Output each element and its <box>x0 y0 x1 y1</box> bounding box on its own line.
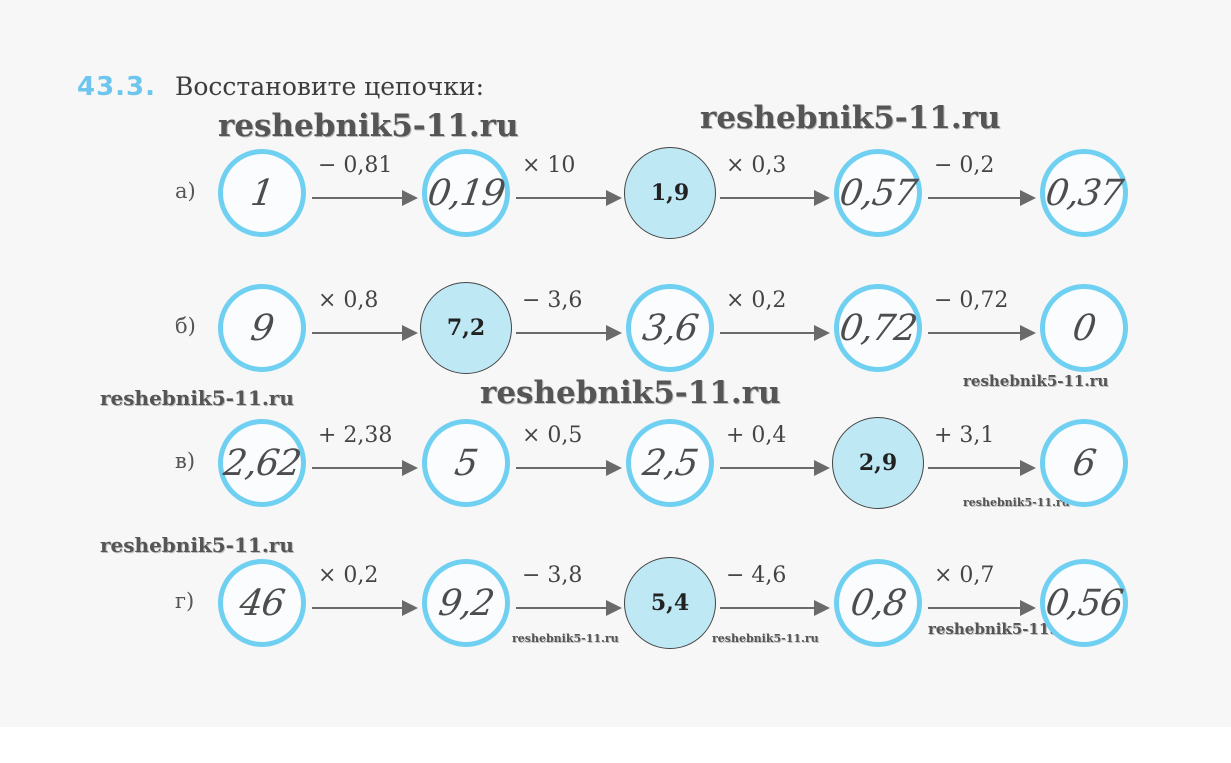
answer-circle: 9 <box>218 284 306 372</box>
given-value: 1,9 <box>650 180 690 206</box>
answer-circle: 46 <box>218 559 306 647</box>
chain-arrow <box>928 325 1036 341</box>
chain-label: г) <box>175 589 195 613</box>
answer-circle: 0,56 <box>1040 559 1128 647</box>
handwritten-answer: 0,72 <box>837 307 919 349</box>
chain-arrow <box>312 460 418 476</box>
chain-arrow <box>720 190 830 206</box>
chain-label: в) <box>175 449 196 473</box>
given-value-circle: 2,9 <box>832 417 924 509</box>
chain-arrow <box>720 325 830 341</box>
handwritten-answer: 3,6 <box>639 307 701 349</box>
watermark: reshebnik5-11.ru <box>100 533 294 557</box>
chain-arrow <box>312 190 418 206</box>
handwritten-answer: 6 <box>1070 442 1098 484</box>
operation-label: × 10 <box>522 153 576 178</box>
chain-label: б) <box>175 314 196 338</box>
chain-arrow <box>516 460 622 476</box>
watermark: reshebnik5-11.ru <box>512 632 619 645</box>
chain-arrow <box>516 190 622 206</box>
handwritten-answer: 9 <box>248 307 276 349</box>
handwritten-answer: 2,62 <box>221 442 303 484</box>
operation-label: × 0,3 <box>726 153 787 178</box>
chain-label: а) <box>175 179 196 203</box>
watermark: reshebnik5-11.ru <box>928 620 1074 638</box>
answer-circle: 3,6 <box>626 284 714 372</box>
chain-arrow <box>928 460 1036 476</box>
handwritten-answer: 46 <box>237 582 287 624</box>
answer-circle: 0,57 <box>834 149 922 237</box>
answer-circle: 5 <box>422 419 510 507</box>
chain-arrow <box>720 600 830 616</box>
given-value-circle: 7,2 <box>420 282 512 374</box>
given-value-circle: 1,9 <box>624 147 716 239</box>
operation-label: − 4,6 <box>726 563 787 588</box>
watermark: reshebnik5-11.ru <box>963 496 1070 509</box>
handwritten-answer: 0,19 <box>425 172 507 214</box>
watermark: reshebnik5-11.ru <box>963 372 1109 390</box>
operation-label: × 0,2 <box>726 288 787 313</box>
operation-label: × 0,7 <box>934 563 995 588</box>
chain-arrow <box>928 600 1036 616</box>
answer-circle: 0,37 <box>1040 149 1128 237</box>
handwritten-answer: 0,57 <box>837 172 919 214</box>
handwritten-answer: 0,8 <box>847 582 909 624</box>
answer-circle: 0,72 <box>834 284 922 372</box>
operation-label: × 0,8 <box>318 288 379 313</box>
operation-label: × 0,5 <box>522 423 583 448</box>
watermark: reshebnik5-11.ru <box>480 375 781 411</box>
chain-arrow <box>928 190 1036 206</box>
chain-arrow <box>516 600 622 616</box>
operation-label: − 3,8 <box>522 563 583 588</box>
task-title: Восстановите цепочки: <box>175 72 485 101</box>
watermark: reshebnik5-11.ru <box>100 386 294 410</box>
answer-circle: 6 <box>1040 419 1128 507</box>
chain-arrow <box>516 325 622 341</box>
handwritten-answer: 0,56 <box>1043 582 1125 624</box>
operation-label: − 0,81 <box>318 153 393 178</box>
operation-label: − 0,2 <box>934 153 995 178</box>
operation-label: + 2,38 <box>318 423 393 448</box>
answer-circle: 2,62 <box>218 419 306 507</box>
given-value: 2,9 <box>858 450 898 476</box>
operation-label: − 3,6 <box>522 288 583 313</box>
page-bottom-band <box>0 727 1231 763</box>
operation-label: × 0,2 <box>318 563 379 588</box>
watermark: reshebnik5-11.ru <box>712 632 819 645</box>
handwritten-answer: 5 <box>452 442 480 484</box>
operation-label: + 0,4 <box>726 423 787 448</box>
handwritten-answer: 0 <box>1070 307 1098 349</box>
answer-circle: 2,5 <box>626 419 714 507</box>
answer-circle: 0,19 <box>422 149 510 237</box>
handwritten-answer: 0,37 <box>1043 172 1125 214</box>
chain-arrow <box>720 460 830 476</box>
operation-label: − 0,72 <box>934 288 1009 313</box>
chain-arrow <box>312 325 418 341</box>
handwritten-answer: 1 <box>248 172 276 214</box>
operation-label: + 3,1 <box>934 423 995 448</box>
answer-circle: 1 <box>218 149 306 237</box>
watermark: reshebnik5-11.ru <box>700 100 1001 136</box>
handwritten-answer: 9,2 <box>435 582 497 624</box>
given-value: 7,2 <box>446 315 486 341</box>
answer-circle: 9,2 <box>422 559 510 647</box>
answer-circle: 0 <box>1040 284 1128 372</box>
handwritten-answer: 2,5 <box>639 442 701 484</box>
task-number: 43.3. <box>77 72 157 102</box>
watermark: reshebnik5-11.ru <box>218 108 519 144</box>
given-value-circle: 5,4 <box>624 557 716 649</box>
given-value: 5,4 <box>650 590 690 616</box>
chain-arrow <box>312 600 418 616</box>
answer-circle: 0,8 <box>834 559 922 647</box>
